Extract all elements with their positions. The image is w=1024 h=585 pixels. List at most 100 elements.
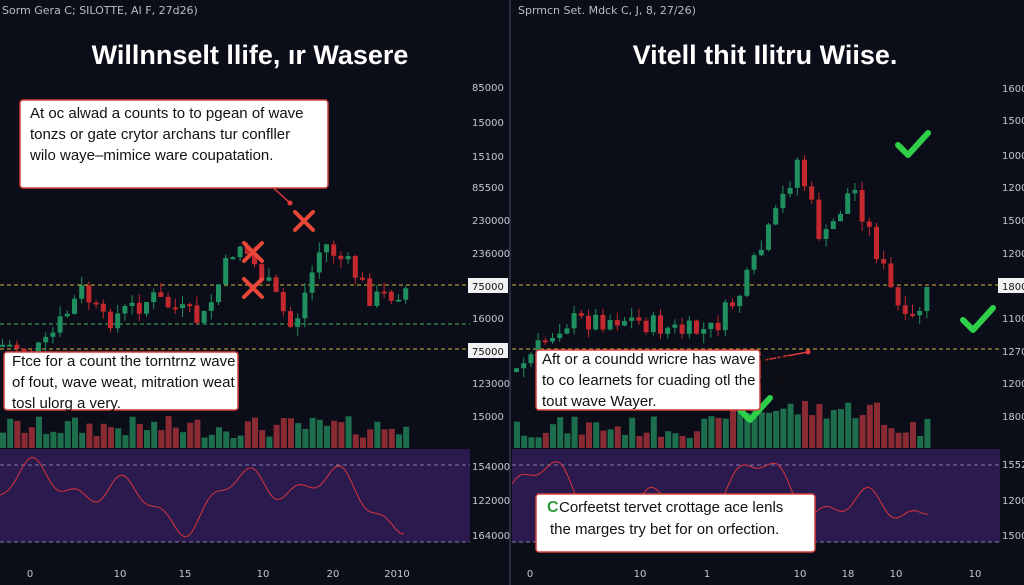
candle-body bbox=[830, 221, 836, 230]
volume-bar bbox=[679, 435, 686, 448]
candle-body bbox=[122, 306, 128, 314]
candle-body bbox=[79, 285, 85, 299]
candle-body bbox=[902, 305, 908, 314]
volume-bar bbox=[309, 417, 316, 448]
candle-body bbox=[230, 257, 236, 260]
volume-bar bbox=[564, 433, 571, 448]
candle-body bbox=[751, 255, 757, 270]
volume-bar bbox=[686, 437, 693, 448]
volume-bar bbox=[21, 432, 28, 448]
candle-body bbox=[571, 313, 577, 329]
pointer-arrow bbox=[764, 351, 809, 361]
candle-body bbox=[701, 329, 707, 334]
candle-body bbox=[895, 287, 901, 306]
volume-bar bbox=[50, 431, 57, 448]
volume-bar bbox=[650, 416, 657, 448]
candle-body bbox=[780, 193, 786, 209]
volume-bar bbox=[158, 430, 165, 448]
candle-body bbox=[14, 344, 20, 349]
chart-panel: Sorm Gera C; SILOTTE, AI F, 27d26) Willnn… bbox=[0, 4, 510, 580]
candle-body bbox=[374, 291, 380, 306]
volume-bar bbox=[535, 437, 542, 448]
x-axis-label: 20 bbox=[327, 569, 340, 580]
volume-bar bbox=[881, 425, 888, 448]
volume-bar bbox=[578, 434, 585, 448]
volume-bar bbox=[93, 436, 100, 448]
volume-bar bbox=[280, 418, 287, 448]
volume-bar bbox=[14, 420, 21, 448]
candle-body bbox=[593, 314, 599, 330]
note-icon: C bbox=[547, 499, 559, 516]
note-box bbox=[535, 493, 816, 553]
y-axis-label: 230000 bbox=[472, 216, 510, 227]
x-axis-label: 18 bbox=[842, 569, 855, 580]
candle-body bbox=[360, 277, 365, 280]
volume-bar bbox=[643, 432, 650, 448]
candle-body bbox=[388, 291, 394, 301]
candle-body bbox=[57, 316, 63, 333]
note-text: Corfeetst tervet crottage ace lenls bbox=[559, 499, 783, 516]
volume-bar bbox=[902, 432, 909, 448]
candle-body bbox=[201, 310, 207, 323]
volume-bar bbox=[338, 422, 345, 448]
candle-body bbox=[773, 208, 779, 225]
volume-bar bbox=[859, 414, 866, 448]
candle-body bbox=[838, 213, 843, 222]
candle-body bbox=[600, 314, 606, 330]
volume-bar bbox=[43, 433, 50, 448]
candle-body bbox=[924, 287, 930, 311]
x-axis-label: 15 bbox=[179, 569, 192, 580]
candle-body bbox=[165, 296, 171, 308]
annotation-text: wilo waye–mimice ware coupatation. bbox=[29, 147, 273, 164]
candle-body bbox=[535, 340, 541, 355]
volume-bar bbox=[838, 409, 844, 448]
volume-bar bbox=[64, 420, 71, 448]
y-axis-label: 15520 bbox=[1002, 460, 1024, 471]
y-axis-label: 12000 bbox=[1002, 249, 1024, 260]
candle-body bbox=[910, 313, 915, 316]
candle-body bbox=[737, 295, 743, 307]
candle-body bbox=[273, 277, 279, 292]
candle-body bbox=[7, 344, 13, 347]
candle-body bbox=[367, 278, 373, 306]
volume-bar bbox=[737, 404, 744, 448]
candle-body bbox=[216, 284, 221, 303]
candle-body bbox=[758, 249, 764, 256]
candle-body bbox=[722, 302, 728, 331]
x-axis-label: 10 bbox=[969, 569, 982, 580]
x-axis-label: 10 bbox=[634, 569, 647, 580]
annotation-text: of fout, wave weat, mitration weat bbox=[12, 374, 235, 391]
volume-bar bbox=[295, 423, 302, 448]
volume-bar bbox=[809, 415, 816, 448]
candle-body bbox=[309, 272, 315, 293]
volume-bar bbox=[514, 421, 520, 448]
y-axis-label: 12700 bbox=[1002, 347, 1024, 358]
candle-body bbox=[643, 320, 649, 333]
y-axis-label: 75000 bbox=[472, 282, 504, 293]
panel-title: Vitell thit Ilitru Wiise. bbox=[633, 40, 898, 70]
candle-body bbox=[816, 199, 822, 239]
x-axis-label: 0 bbox=[27, 569, 33, 580]
panel-header: Sorm Gera C; SILOTTE, AI F, 27d26) bbox=[2, 4, 198, 17]
volume-bar bbox=[129, 416, 136, 448]
x-axis-label: 10 bbox=[890, 569, 903, 580]
annotation-box bbox=[535, 349, 761, 411]
y-axis-label: 15000 bbox=[1002, 216, 1024, 227]
candle-body bbox=[881, 259, 887, 264]
candle-body bbox=[108, 311, 113, 329]
candle-body bbox=[244, 246, 250, 255]
volume-bar bbox=[352, 434, 359, 448]
volume-bar bbox=[773, 410, 780, 448]
annotation-text: to co learnets for cuading otl the core bbox=[542, 372, 789, 389]
candle-body bbox=[129, 302, 135, 307]
candle-body bbox=[586, 315, 591, 330]
y-axis-label: 122000 bbox=[472, 496, 510, 507]
candle-body bbox=[151, 292, 157, 303]
y-axis-label: 16000 bbox=[1002, 84, 1024, 95]
candle-body bbox=[21, 348, 27, 352]
volume-bar bbox=[866, 404, 873, 448]
y-axis-label: 11000 bbox=[1002, 314, 1024, 325]
candle-body bbox=[557, 333, 563, 338]
candle-body bbox=[302, 292, 308, 319]
candle-body bbox=[288, 311, 293, 327]
